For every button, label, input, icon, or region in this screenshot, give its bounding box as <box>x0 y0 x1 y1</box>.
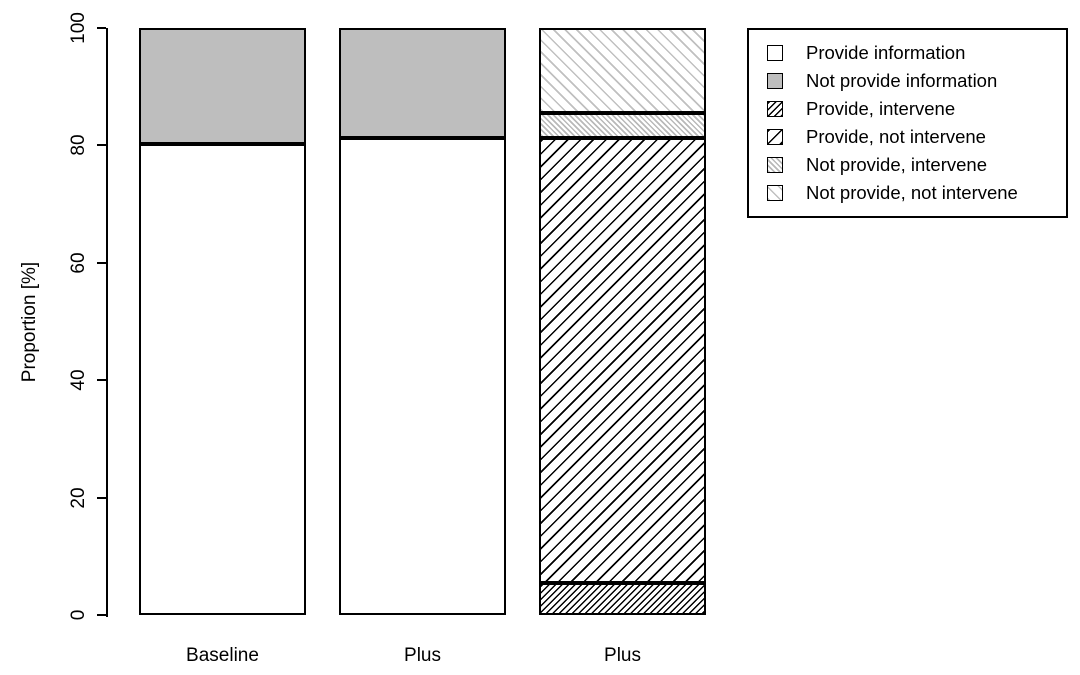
legend-swatch-provide-information <box>767 45 783 61</box>
legend-box: Provide information Not provide informat… <box>747 28 1068 218</box>
y-tick-mark <box>97 379 106 382</box>
y-tick-label: 0 <box>68 609 89 621</box>
y-tick-mark <box>97 144 106 147</box>
legend-label: Not provide information <box>806 70 998 91</box>
bar-segment <box>139 143 306 615</box>
legend-label: Not provide, intervene <box>806 154 987 175</box>
y-tick-label: 20 <box>68 487 89 509</box>
y-tick-label: 100 <box>68 12 89 44</box>
x-category-label: Plus <box>604 645 641 666</box>
bar-segment <box>539 112 706 139</box>
y-axis-line <box>106 28 108 617</box>
legend-item-provide-intervene: Provide, intervene <box>767 95 1066 123</box>
bar-segment <box>539 28 706 113</box>
legend-item-provide-not-intervene: Provide, not intervene <box>767 123 1066 151</box>
y-tick-mark <box>97 496 106 499</box>
bar-segment <box>339 138 506 615</box>
legend-item-not-provide-information: Not provide information <box>767 67 1066 95</box>
y-tick-label: 60 <box>68 252 89 274</box>
legend-swatch-not-provide-intervene <box>767 157 783 173</box>
legend-label: Not provide, not intervene <box>806 182 1018 203</box>
y-axis-title: Proportion [%] <box>19 261 40 383</box>
y-tick-label: 80 <box>68 134 89 156</box>
x-category-label: Plus <box>404 645 441 666</box>
bar-segment <box>539 583 706 615</box>
legend-item-not-provide-intervene: Not provide, intervene <box>767 151 1066 179</box>
y-tick-mark <box>97 261 106 264</box>
legend-swatch-not-provide-information <box>767 73 783 89</box>
y-tick-mark <box>97 614 106 616</box>
legend-label: Provide, intervene <box>806 98 956 119</box>
legend-swatch-provide-not-intervene <box>767 129 783 145</box>
legend-swatch-not-provide-not-intervene <box>767 185 783 201</box>
bar-segment <box>339 28 506 139</box>
bar-segment <box>139 28 306 144</box>
x-category-label: Baseline <box>186 645 259 666</box>
legend-label: Provide information <box>806 42 966 63</box>
legend-item-provide-information: Provide information <box>767 39 1066 67</box>
legend-item-not-provide-not-intervene: Not provide, not intervene <box>767 179 1066 207</box>
bar-segment <box>539 138 706 584</box>
legend-swatch-provide-intervene <box>767 101 783 117</box>
y-tick-label: 40 <box>68 369 89 391</box>
legend-label: Provide, not intervene <box>806 126 986 147</box>
y-tick-mark <box>97 27 106 29</box>
